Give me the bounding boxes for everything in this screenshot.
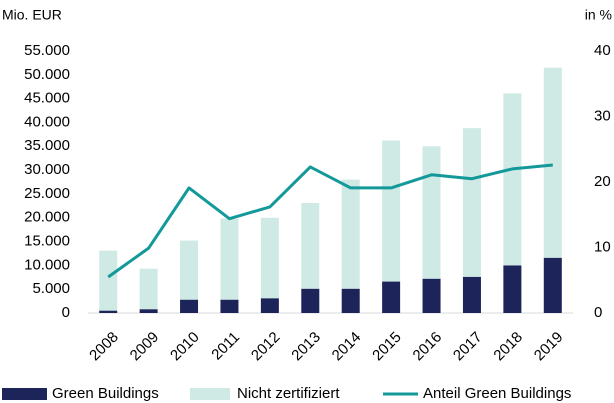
y-tick-label: 10.000 — [24, 256, 70, 273]
bar — [139, 309, 158, 313]
bar — [220, 218, 239, 300]
bar — [301, 288, 320, 313]
y2-tick-label: 10 — [594, 238, 611, 255]
y2-tick-label: 40 — [594, 42, 611, 59]
x-tick-label: 2017 — [450, 329, 486, 365]
bar — [260, 217, 279, 299]
y-tick-label: 35.000 — [24, 137, 70, 154]
y-tick-label: 0 — [62, 304, 70, 321]
bar — [220, 299, 239, 313]
bar — [503, 93, 522, 266]
bar — [382, 140, 401, 282]
x-tick-label: 2009 — [127, 329, 163, 365]
bar — [422, 278, 441, 313]
bar — [422, 146, 441, 279]
bar — [462, 128, 481, 277]
line — [107, 163, 553, 279]
y-tick-label: 20.000 — [24, 209, 70, 226]
y-axis-unit: Mio. EUR — [2, 7, 62, 23]
x-tick-label: 2010 — [167, 329, 203, 365]
y2-tick-label: 30 — [594, 107, 611, 124]
bar — [99, 250, 118, 311]
bar — [503, 265, 522, 313]
bar — [99, 310, 118, 313]
y-tick-label: 55.000 — [24, 42, 70, 59]
bar — [462, 276, 481, 313]
bar — [180, 299, 199, 313]
bar — [139, 268, 158, 310]
bar — [341, 288, 360, 313]
x-tick-label: 2015 — [369, 329, 405, 365]
x-tick-label: 2013 — [288, 329, 324, 365]
x-tick-label: 2012 — [248, 329, 284, 365]
x-tick-label: 2019 — [531, 329, 567, 365]
x-tick-label: 2011 — [208, 329, 243, 364]
x-tick-label: 2016 — [410, 329, 446, 365]
x-tick-label: 2014 — [329, 329, 365, 365]
y-tick-label: 25.000 — [24, 185, 70, 202]
x-tick-label: 2008 — [86, 329, 122, 365]
y-tick-label: 15.000 — [24, 233, 70, 250]
legend-swatch — [2, 388, 47, 400]
legend-label: Anteil Green Buildings — [423, 385, 571, 402]
y2-tick-label: 20 — [594, 173, 611, 190]
legend-label: Nicht zertifiziert — [237, 385, 340, 402]
bar — [341, 179, 360, 289]
y-tick-label: 30.000 — [24, 161, 70, 178]
y-tick-label: 40.000 — [24, 113, 70, 130]
bar — [180, 240, 199, 300]
y2-axis-unit: in % — [585, 7, 612, 23]
bar — [543, 257, 562, 313]
y2-tick-label: 0 — [594, 304, 602, 321]
bar — [260, 298, 279, 313]
bar — [382, 281, 401, 313]
bar — [543, 67, 562, 258]
legend-swatch — [190, 388, 230, 400]
x-tick-label: 2018 — [490, 329, 526, 365]
y-tick-label: 5.000 — [32, 280, 70, 297]
y-tick-label: 50.000 — [24, 66, 70, 83]
y-tick-label: 45.000 — [24, 90, 70, 107]
legend-label: Green Buildings — [52, 385, 159, 402]
bar — [301, 202, 320, 289]
